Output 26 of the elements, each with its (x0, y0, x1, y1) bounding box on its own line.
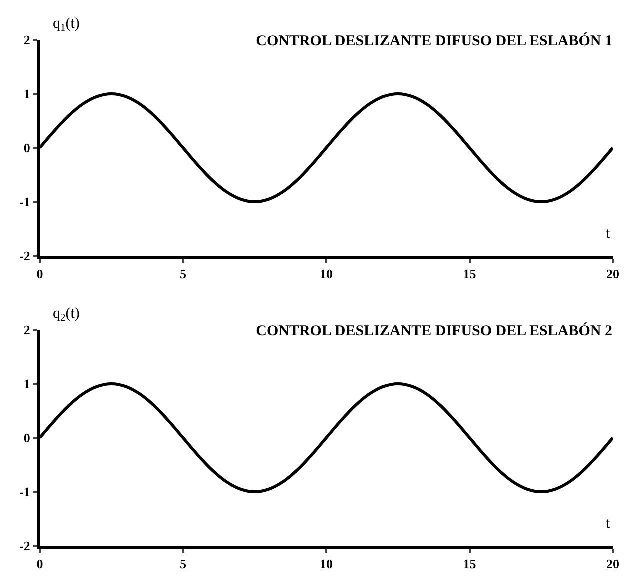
x-tick-label: 0 (36, 266, 44, 282)
y-tick-label: 2 (24, 32, 30, 48)
y-tick-label: 0 (24, 140, 30, 156)
chart-title: CONTROL DESLIZANTE DIFUSO DEL ESLABÓN 1 (256, 32, 612, 50)
y-tick-label: 1 (24, 86, 30, 102)
x-axis-title: t (606, 516, 611, 532)
x-tick-label: 5 (180, 556, 187, 572)
x-tick-label: 0 (36, 556, 44, 572)
y-axis-title: q$_{1}$(t) (53, 16, 80, 34)
y-tick-label: 2 (24, 322, 30, 338)
y-tick-label: 0 (24, 430, 30, 446)
y-tick-label: 1 (24, 376, 30, 392)
y-axis-title: q$_{2}$(t) (53, 306, 80, 324)
x-tick-label: 5 (180, 266, 187, 282)
x-tick-label: 10 (320, 266, 333, 282)
y-tick-label: -1 (20, 194, 30, 210)
x-tick-label: 15 (463, 266, 477, 282)
x-tick-label: 10 (320, 556, 333, 572)
chart-title: CONTROL DESLIZANTE DIFUSO DEL ESLABÓN 2 (256, 322, 612, 340)
x-tick-label: 20 (606, 556, 620, 572)
x-tick-label: 20 (606, 266, 620, 282)
x-axis-title: t (606, 226, 611, 242)
y-tick-label: -2 (20, 538, 30, 554)
y-tick-label: -2 (20, 248, 30, 264)
y-tick-label: -1 (20, 484, 30, 500)
x-tick-label: 15 (463, 556, 477, 572)
